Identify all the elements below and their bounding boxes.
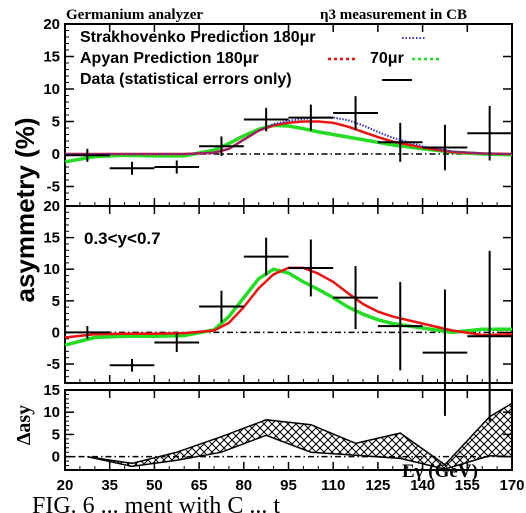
header-right: η3 measurement in CB (320, 7, 467, 23)
caption-fragment: FIG. 6 ... ment with C ... t (32, 493, 280, 513)
y-tick-label: 5 (52, 426, 60, 443)
legend-apyan-70: 70μr (370, 50, 404, 67)
y-tick-label: 5 (52, 293, 60, 310)
x-tick-label: 125 (365, 477, 390, 494)
legend: Strakhovenko Prediction 180μr Apyan Pred… (80, 29, 440, 88)
delta-asy-label: Δasy (13, 405, 35, 445)
axis-ticks: -5 0 5 10 15 20 -5 0 5 10 15 20 0 5 10 15 20 35 50 65 80 95 11… (43, 16, 524, 494)
x-tick-label: 170 (499, 477, 524, 494)
y-tick-label: -5 (47, 179, 60, 196)
y-tick-label: 10 (43, 81, 60, 98)
series-apyan-70-top (64, 123, 513, 164)
x-tick-label: 20 (57, 477, 74, 494)
x-tick-label: 50 (146, 477, 163, 494)
y-tick-label: 20 (43, 198, 60, 215)
header-left: Germanium analyzer (66, 7, 203, 23)
y-tick-label: 5 (52, 114, 60, 131)
y-tick-label: 0 (52, 449, 60, 466)
legend-strakhovenko: Strakhovenko Prediction 180μr (80, 29, 316, 46)
y-tick-label: 15 (43, 382, 60, 399)
x-tick-label: 95 (280, 477, 297, 494)
x-tick-label: 80 (235, 477, 252, 494)
delta-asy-band (87, 401, 513, 470)
y-tick-label: 10 (43, 404, 60, 421)
legend-data: Data (statistical errors only) (80, 71, 292, 88)
y-range-annotation: 0.3<y<0.7 (84, 229, 161, 248)
legend-apyan-180: Apyan Prediction 180μr (80, 50, 259, 67)
x-tick-label: 35 (101, 477, 118, 494)
y-axis-label: asymmetry (%) (10, 118, 40, 303)
x-tick-label: 140 (410, 477, 435, 494)
y-tick-label: 0 (52, 324, 60, 341)
x-tick-label: 155 (455, 477, 480, 494)
y-tick-label: 20 (43, 16, 60, 33)
y-tick-label: 15 (43, 49, 60, 66)
y-tick-label: 10 (43, 261, 60, 278)
y-tick-label: 0 (52, 146, 60, 163)
x-tick-label: 110 (321, 477, 345, 494)
x-tick-label: 65 (191, 477, 208, 494)
y-tick-label: -5 (47, 356, 60, 373)
plot-layers (64, 96, 513, 470)
y-tick-label: 15 (43, 230, 60, 247)
x-axis-label: Eγ (GeV) (402, 461, 478, 482)
